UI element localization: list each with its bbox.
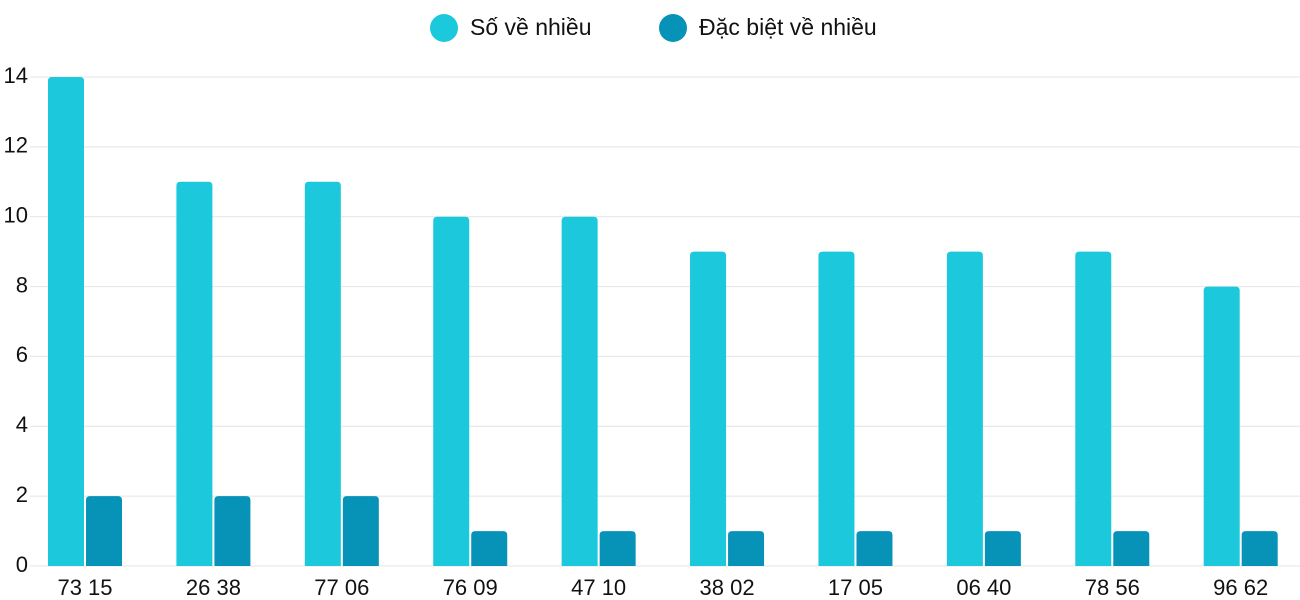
bar	[433, 216, 470, 566]
bar	[946, 251, 983, 566]
bar	[1241, 531, 1278, 566]
bar	[1113, 531, 1150, 566]
bar	[599, 531, 636, 566]
bar	[856, 531, 893, 566]
bar	[728, 531, 765, 566]
x-tick-label: 06 40	[956, 575, 1011, 600]
bar	[561, 216, 598, 566]
x-tick-label: 17 05	[828, 575, 883, 600]
legend: Số về nhiều Đặc biệt về nhiều	[430, 14, 877, 42]
y-tick-label: 12	[4, 133, 28, 158]
x-tick-label: 38 02	[700, 575, 755, 600]
y-tick-label: 14	[4, 63, 28, 88]
y-tick-label: 4	[16, 412, 28, 437]
x-tick-label: 47 10	[571, 575, 626, 600]
legend-label: Số về nhiều	[470, 14, 591, 40]
x-tick-label: 96 62	[1213, 575, 1268, 600]
bar	[176, 181, 213, 567]
x-tick-label: 76 09	[443, 575, 498, 600]
bar	[86, 496, 122, 566]
bar	[984, 531, 1021, 566]
bar	[214, 496, 251, 566]
bar	[342, 496, 379, 566]
bar	[1203, 286, 1240, 566]
bar	[1075, 251, 1112, 566]
bar	[818, 251, 855, 566]
x-tick-label: 78 56	[1085, 575, 1140, 600]
y-tick-label: 6	[16, 342, 28, 367]
x-tick-label: 77 06	[314, 575, 369, 600]
y-tick-label: 10	[4, 203, 28, 228]
y-tick-label: 0	[16, 552, 28, 577]
y-tick-label: 8	[16, 272, 28, 297]
bar	[471, 531, 508, 566]
legend-label: Đặc biệt về nhiều	[699, 14, 877, 40]
x-tick-label: 73 15	[57, 575, 112, 600]
bar	[48, 77, 84, 566]
legend-swatch	[430, 14, 458, 42]
bar	[304, 181, 341, 567]
bar	[690, 251, 727, 566]
y-tick-label: 2	[16, 482, 28, 507]
x-tick-label: 26 38	[186, 575, 241, 600]
legend-swatch	[659, 14, 687, 42]
